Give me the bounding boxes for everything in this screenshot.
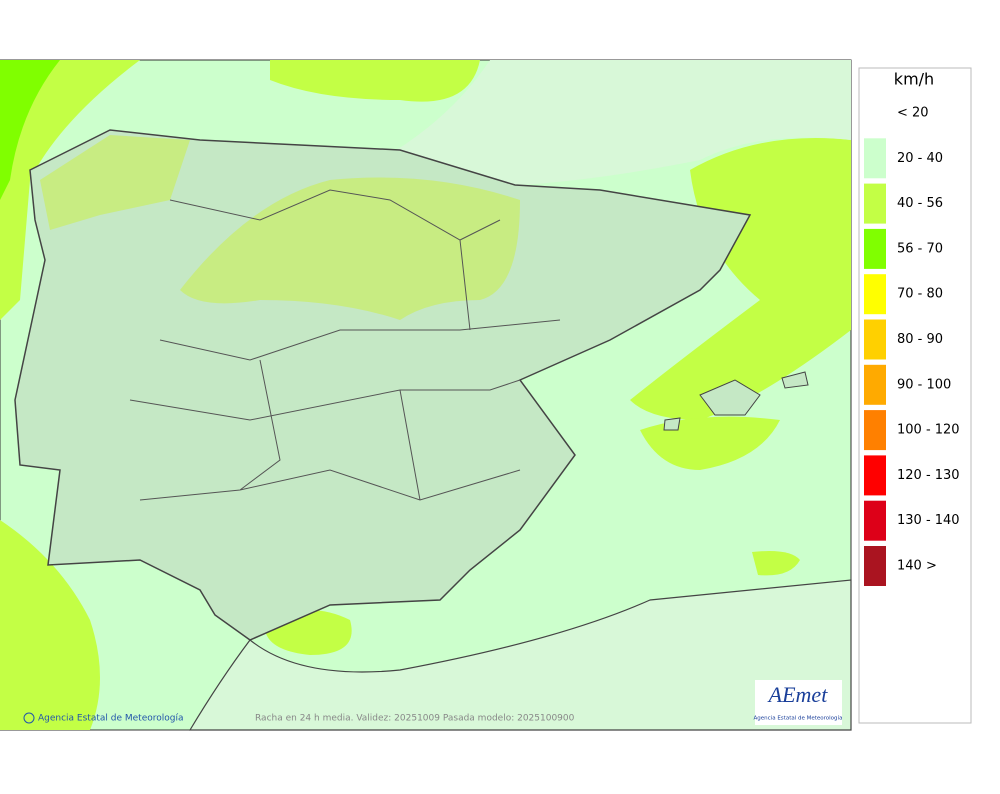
logo-subtitle: Agencia Estatal de Meteorología (754, 715, 843, 722)
logo-box (755, 680, 842, 725)
wind-zone (0, 520, 100, 730)
legend-swatch (864, 410, 886, 451)
wind-zone (180, 177, 520, 320)
legend-label: 120 - 130 (897, 468, 960, 483)
island (663, 417, 681, 431)
legend-label: 56 - 70 (897, 241, 943, 256)
wind-zone (270, 60, 480, 102)
legend-label: < 20 (897, 106, 929, 121)
legend-swatch (864, 183, 886, 224)
wind-zone (752, 551, 800, 576)
legend-swatch (864, 274, 886, 315)
legend-swatch (864, 319, 886, 360)
land-iberia (14, 129, 752, 641)
island (699, 379, 761, 416)
legend-title: km/h (894, 70, 934, 89)
caption: Racha en 24 h media. Validez: 20251009 P… (255, 714, 575, 724)
legend-label: 130 - 140 (897, 513, 960, 528)
wind-zone (0, 60, 60, 200)
island (781, 371, 809, 389)
legend-label: 40 - 56 (897, 196, 943, 211)
wind-zone (40, 135, 190, 230)
region-border (129, 189, 561, 501)
legend-label: 90 - 100 (897, 377, 951, 392)
legend-swatch (864, 455, 886, 496)
credit: Agencia Estatal de Meteorología (38, 714, 184, 724)
legend-swatch (864, 138, 886, 179)
legend-label: 100 - 120 (897, 423, 960, 438)
legend-swatch (864, 546, 886, 586)
legend-items: < 20 20 - 40 40 - 56 56 - 70 70 - 80 80 - 90 9… (864, 106, 960, 586)
legend-swatch (864, 500, 886, 541)
land-france (380, 60, 851, 185)
land-africa (188, 579, 852, 731)
legend-label: 70 - 80 (897, 287, 943, 302)
wind-zone (630, 138, 851, 420)
legend-label: 20 - 40 (897, 151, 943, 166)
copyright-icon (23, 712, 35, 724)
wind-zone (0, 60, 140, 320)
map (0, 59, 852, 731)
legend-label: 140 > (897, 559, 937, 574)
logo: AEmet (767, 682, 829, 707)
legend-label: 80 - 90 (897, 332, 943, 347)
legend-swatch (864, 364, 886, 405)
legend-swatch (864, 228, 886, 269)
